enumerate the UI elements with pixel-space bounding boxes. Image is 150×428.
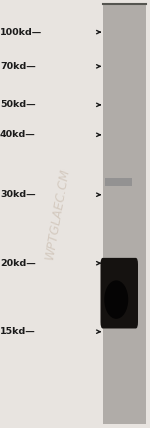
Text: 70kd—: 70kd— [0, 62, 36, 71]
Ellipse shape [104, 280, 128, 319]
Text: 20kd—: 20kd— [0, 259, 36, 268]
Bar [103, 4, 146, 424]
Text: 50kd—: 50kd— [0, 100, 36, 110]
Text: 15kd—: 15kd— [0, 327, 36, 336]
Text: WPTGLAEC.CM: WPTGLAEC.CM [43, 167, 71, 261]
Bar [105, 178, 132, 186]
Text: 30kd—: 30kd— [0, 190, 36, 199]
Text: 40kd—: 40kd— [0, 130, 36, 140]
FancyBboxPatch shape [100, 258, 138, 329]
Text: 100kd—: 100kd— [0, 27, 42, 37]
